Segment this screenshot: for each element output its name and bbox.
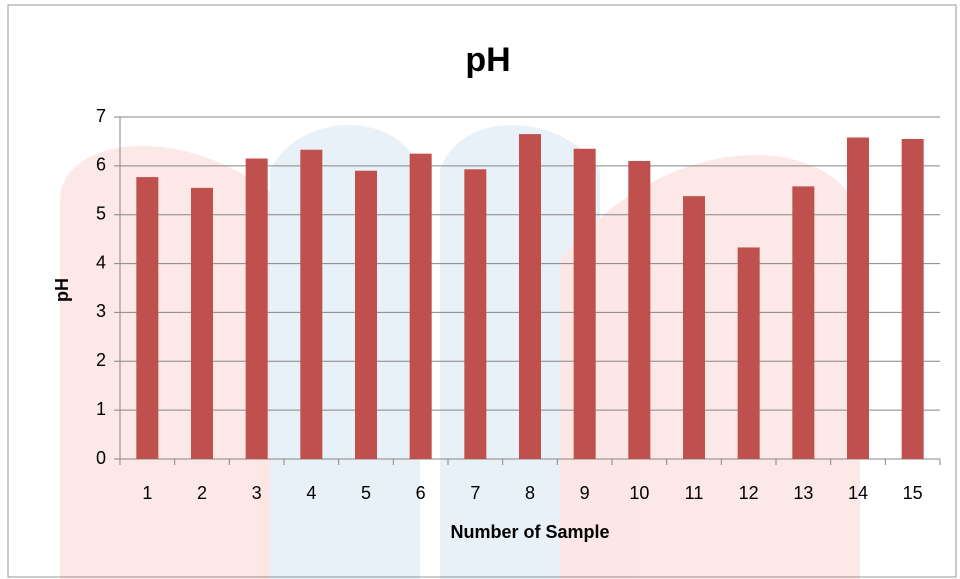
x-tick-label: 3 <box>252 483 262 503</box>
y-tick-label: 4 <box>96 252 106 272</box>
x-tick-label: 15 <box>903 483 923 503</box>
bar <box>683 196 705 460</box>
y-tick-label: 0 <box>96 448 106 468</box>
x-axis-label: Number of Sample <box>450 522 609 542</box>
watermark-shape <box>560 155 860 579</box>
bar <box>355 170 377 459</box>
y-tick-label: 6 <box>96 155 106 175</box>
y-tick-label: 3 <box>96 301 106 321</box>
bar <box>737 247 760 459</box>
x-tick-label: 6 <box>416 483 426 503</box>
bar <box>901 138 924 459</box>
bar <box>573 148 596 459</box>
y-tick-label: 1 <box>96 399 106 419</box>
y-tick-label: 7 <box>96 106 106 126</box>
x-tick-label: 1 <box>142 483 152 503</box>
x-tick-label: 7 <box>470 483 480 503</box>
x-tick-label: 13 <box>793 483 813 503</box>
bar <box>245 158 268 459</box>
x-tick-label: 2 <box>197 483 207 503</box>
x-tick-label: 5 <box>361 483 371 503</box>
chart-title: pH <box>465 41 510 79</box>
y-tick-label: 5 <box>96 203 106 223</box>
bar <box>191 187 213 460</box>
bar <box>847 137 869 459</box>
y-tick-label: 2 <box>96 350 106 370</box>
watermark-shape <box>270 125 420 579</box>
bar <box>300 149 323 459</box>
y-axis-label: pH <box>52 278 72 302</box>
x-tick-label: 14 <box>848 483 868 503</box>
bar <box>628 160 651 459</box>
bar <box>792 186 815 459</box>
x-tick-label: 8 <box>525 483 535 503</box>
bar <box>409 153 432 459</box>
x-tick-label: 11 <box>685 483 704 503</box>
bar <box>136 177 159 459</box>
x-tick-label: 10 <box>629 483 649 503</box>
x-tick-label: 4 <box>306 483 316 503</box>
bar <box>464 169 487 459</box>
x-tick-label: 9 <box>580 483 590 503</box>
x-tick-label: 12 <box>739 483 759 503</box>
bar <box>519 134 541 459</box>
